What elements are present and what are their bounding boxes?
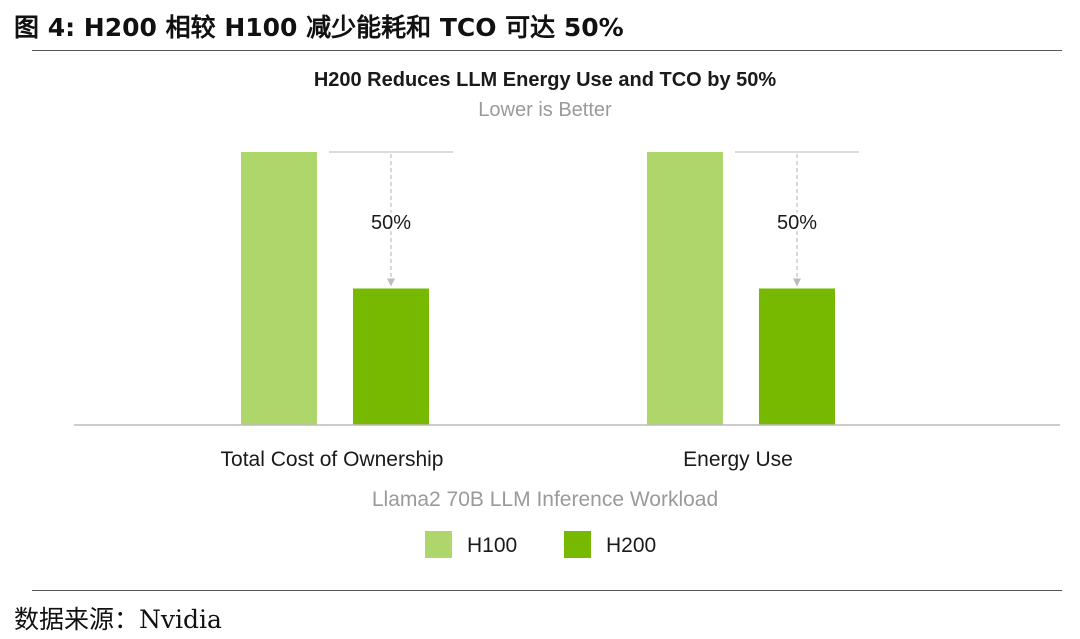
arrow-head-1 <box>793 278 801 287</box>
bar-h100-0 <box>241 152 317 425</box>
figure-caption: 图 4: H200 相较 H100 减少能耗和 TCO 可达 50% <box>14 13 624 42</box>
category-label-0: Total Cost of Ownership <box>221 448 444 471</box>
top-divider <box>32 50 1062 51</box>
bar-h200-0 <box>353 288 429 425</box>
legend-swatch-h200 <box>564 531 591 558</box>
arrow-head-0 <box>387 278 395 287</box>
legend: H100 H200 <box>425 531 656 558</box>
chart-subtitle: Lower is Better <box>478 99 612 121</box>
legend-label-h100: H100 <box>467 534 517 557</box>
chart-title: H200 Reduces LLM Energy Use and TCO by 5… <box>314 69 777 91</box>
source-note: 数据来源：Nvidia <box>14 605 222 634</box>
bar-h200-1 <box>759 288 835 425</box>
reduction-label-1: 50% <box>777 212 817 234</box>
bar-h100-1 <box>647 152 723 425</box>
bar-chart: H200 Reduces LLM Energy Use and TCO by 5… <box>74 69 1060 558</box>
legend-swatch-h100 <box>425 531 452 558</box>
legend-label-h200: H200 <box>606 534 656 557</box>
reduction-label-0: 50% <box>371 212 411 234</box>
bottom-divider <box>32 590 1062 591</box>
x-axis-title: Llama2 70B LLM Inference Workload <box>372 488 718 511</box>
category-label-1: Energy Use <box>683 448 793 471</box>
